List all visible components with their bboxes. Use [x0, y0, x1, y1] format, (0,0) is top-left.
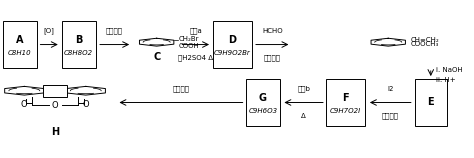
Bar [246, 79, 280, 126]
Text: 一定条件: 一定条件 [173, 86, 190, 92]
Text: C9H7O2I: C9H7O2I [330, 108, 361, 114]
Bar [326, 79, 365, 126]
Text: C: C [153, 52, 160, 62]
Text: G: G [259, 93, 267, 103]
Text: HCHO: HCHO [262, 28, 283, 34]
Text: 取代反应: 取代反应 [106, 28, 123, 34]
Text: 试劑b: 试劑b [297, 86, 310, 92]
Text: 浓H2SO4 Δ: 浓H2SO4 Δ [178, 55, 213, 61]
Text: D: D [228, 35, 236, 45]
Bar [415, 79, 447, 126]
Text: E: E [428, 97, 434, 107]
Bar [62, 21, 96, 68]
Text: [O]: [O] [44, 28, 55, 34]
Text: 试劑a: 试劑a [189, 28, 202, 34]
Text: C8H10: C8H10 [8, 50, 31, 56]
Bar [213, 21, 252, 68]
Text: O: O [83, 100, 90, 109]
Text: CH₂Br: CH₂Br [179, 36, 199, 42]
Text: I2: I2 [387, 86, 393, 92]
Text: B: B [75, 35, 82, 45]
Text: A: A [16, 35, 23, 45]
Text: i. NaOH: i. NaOH [437, 67, 463, 73]
Text: COOCH₃: COOCH₃ [410, 41, 439, 47]
Text: C9H9O2Br: C9H9O2Br [214, 50, 251, 56]
Text: F: F [342, 93, 349, 103]
Text: 一定条件: 一定条件 [382, 113, 399, 119]
Bar [2, 21, 36, 68]
Text: CH=CH₂: CH=CH₂ [410, 37, 439, 43]
Text: C8H8O2: C8H8O2 [64, 50, 93, 56]
Bar [43, 85, 67, 97]
Text: O: O [51, 101, 58, 110]
Text: H: H [51, 127, 59, 137]
Text: ii. H+: ii. H+ [437, 77, 456, 83]
Text: 一定条件: 一定条件 [264, 55, 281, 61]
Text: C9H6O3: C9H6O3 [248, 108, 278, 114]
Text: COOH: COOH [179, 43, 200, 49]
Text: O: O [20, 100, 27, 109]
Text: Δ: Δ [301, 113, 306, 119]
